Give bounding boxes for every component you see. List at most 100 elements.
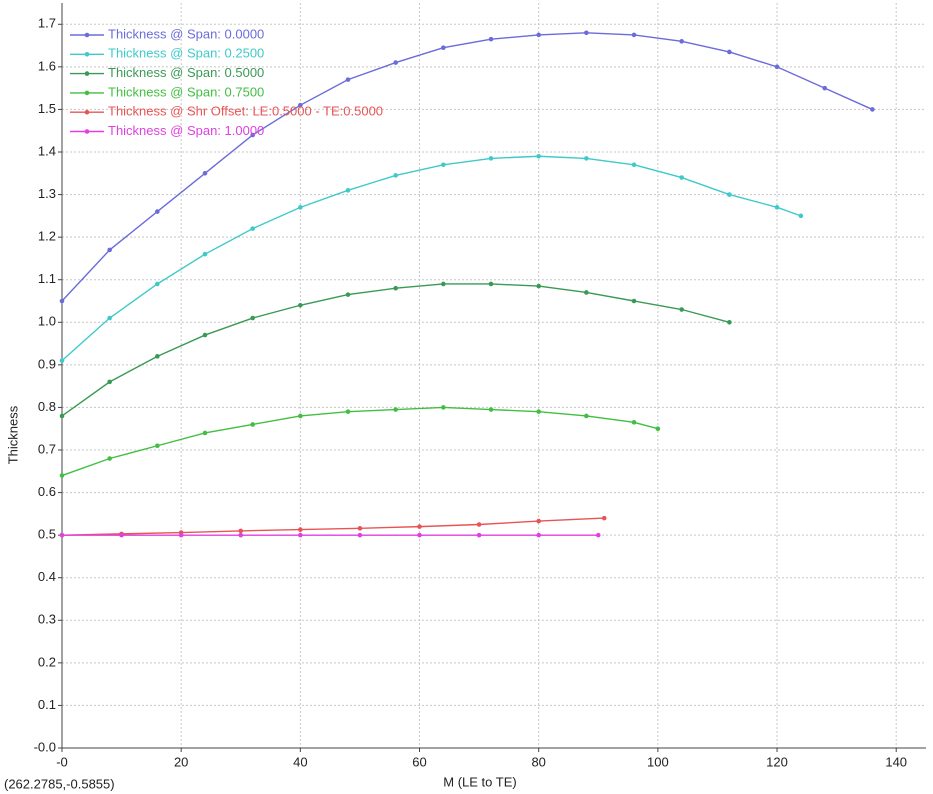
y-tick-label: 0.3 [38,612,56,627]
data-point [238,532,244,538]
data-point [488,36,494,42]
data-point [536,532,541,538]
legend-label: Thickness @ Span: 0.2500 [108,46,264,61]
x-axis-label: M (LE to TE) [443,774,516,789]
data-point [441,45,446,50]
y-tick-label: 1.4 [38,143,56,158]
legend-label: Thickness @ Shr Offset: LE:0.5000 - TE:0… [108,104,383,119]
series-line [61,283,730,417]
data-point [202,170,208,176]
data-point [417,532,422,538]
data-point [655,426,661,432]
x-tick-label: 80 [531,754,545,769]
legend-label: Thickness @ Span: 0.7500 [108,84,264,99]
cursor-readout: (262.2785,-0.5855) [4,776,115,791]
data-point [119,532,124,538]
y-tick-label: 1.6 [38,58,56,73]
data-point [441,405,446,410]
y-tick-label: 1.3 [38,186,56,201]
data-point [679,39,684,44]
y-tick-label: 0.8 [38,399,56,414]
y-tick-label: 1.0 [38,314,56,329]
data-point [298,205,303,210]
data-point [584,290,589,295]
legend-marker [84,32,90,38]
legend-marker [84,129,90,134]
data-point [345,409,351,414]
legend: Thickness @ Span: 0.0000 Thickness @ Span… [70,26,383,138]
data-point [59,413,65,419]
data-point [393,285,398,291]
data-point [298,527,303,532]
data-point [536,153,541,159]
data-point [441,281,446,287]
x-tick-label: 100 [647,754,669,769]
legend-label: Thickness @ Span: 0.0000 [108,26,264,41]
data-point [727,49,732,55]
legend-label: Thickness @ Span: 1.0000 [108,123,264,138]
x-tick-label: 120 [766,754,788,769]
data-point [250,226,255,231]
legend-marker [84,52,90,57]
data-point [727,192,732,197]
data-point [59,358,65,363]
data-point [774,64,780,70]
y-tick-label: 0.6 [38,484,56,499]
data-point [250,132,255,138]
data-point [238,528,244,534]
data-point [155,443,160,449]
data-point [345,77,351,82]
data-point [298,102,303,108]
y-tick-label: 1.7 [38,16,56,31]
data-point [155,281,160,287]
data-point [417,524,422,529]
series-line [61,32,873,302]
data-point [107,456,112,461]
data-point [107,315,112,321]
legend-marker [84,90,90,96]
series-line [61,517,605,536]
data-point [679,307,684,312]
data-point [202,430,208,436]
x-tick-label: 20 [174,754,188,769]
data-point [250,422,255,427]
data-point [393,60,398,65]
y-tick-label: 0.2 [38,654,56,669]
data-point [393,173,398,178]
data-point [345,188,351,193]
data-point [107,247,112,253]
legend-label: Thickness @ Span: 0.5000 [108,65,264,80]
data-point [298,413,303,419]
data-point [155,209,160,214]
x-tick-label: 40 [293,754,307,769]
y-tick-label: -0.0 [34,739,56,754]
data-point [631,162,637,168]
series-line [61,406,659,477]
data-point [298,532,303,538]
y-tick-label: 0.7 [38,441,56,456]
data-point [584,30,589,36]
data-point [202,332,208,338]
y-tick-label: 0.1 [38,697,56,712]
data-point [298,302,303,308]
y-tick-label: 1.1 [38,271,56,286]
data-point [822,85,828,91]
data-point [393,407,398,412]
data-point [202,251,208,257]
series-line [61,155,802,362]
data-point [536,518,541,524]
data-point [631,32,637,38]
data-point [798,213,804,219]
data-point [488,281,494,287]
y-tick-label: 0.9 [38,356,56,371]
data-point [345,292,351,297]
data-point [727,319,732,325]
data-point [631,298,637,304]
data-point [488,156,494,161]
y-axis-label: Thickness [5,405,20,464]
data-point [476,532,482,538]
data-point [59,532,65,538]
data-point [536,409,541,414]
